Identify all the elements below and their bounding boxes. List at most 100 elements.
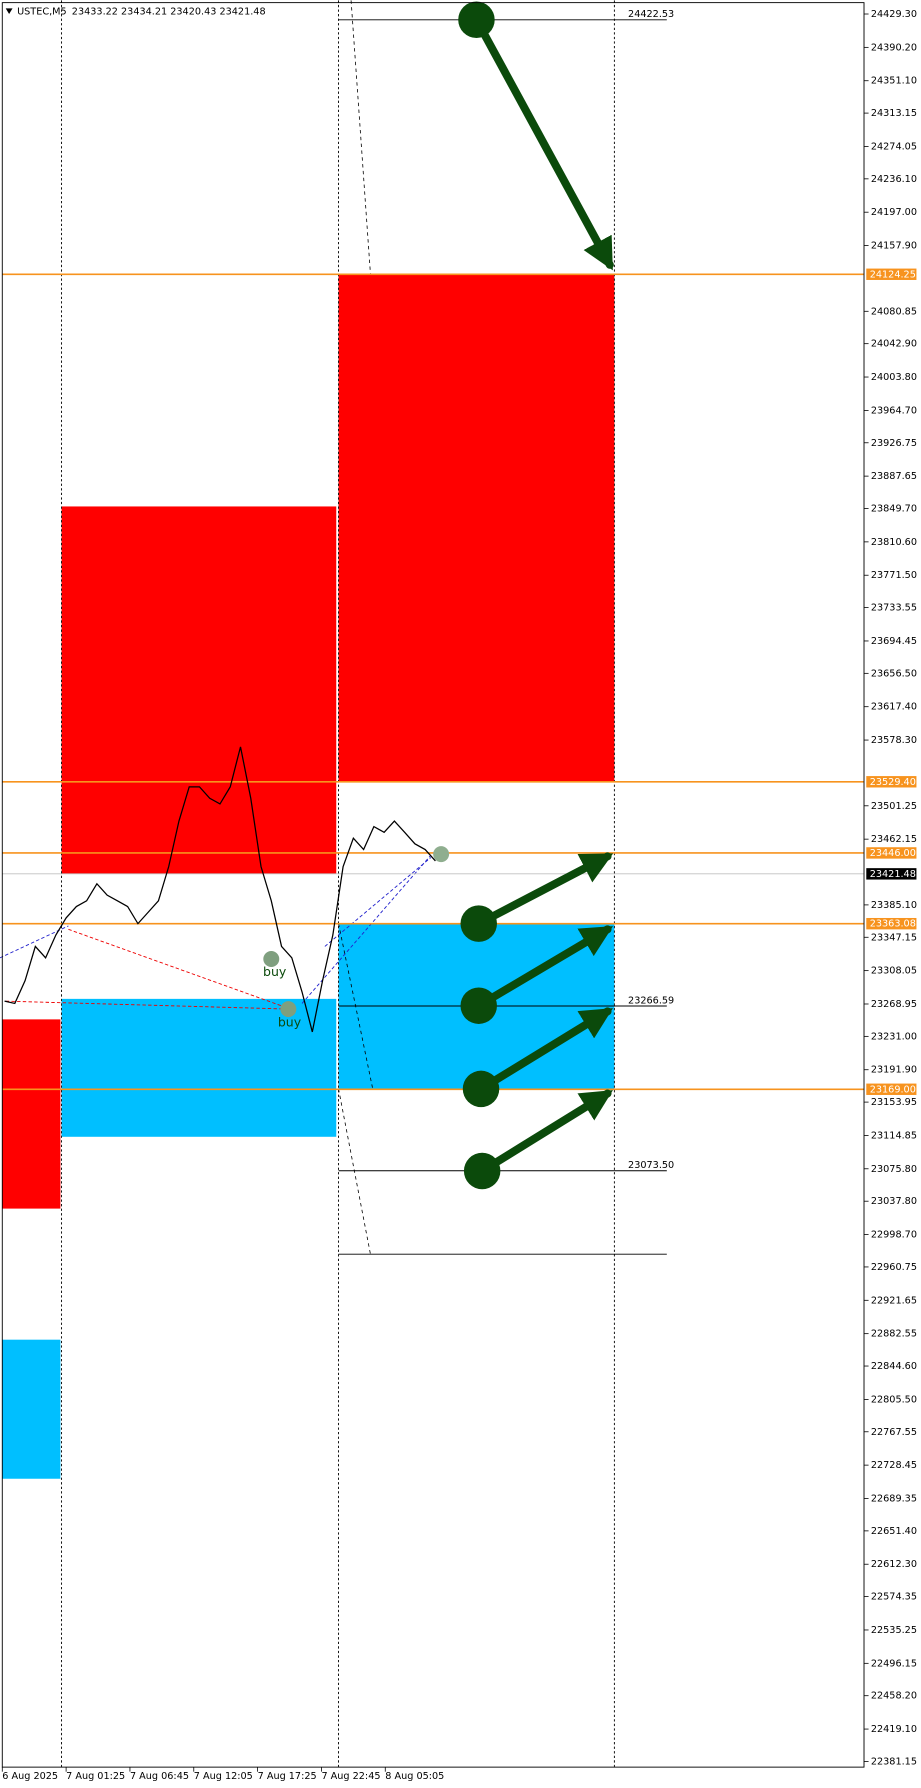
y-tick-label: 23694.45 <box>871 636 917 647</box>
arrow <box>478 1089 613 1175</box>
y-tick-label: 24274.05 <box>871 141 917 152</box>
price-label-bg <box>866 868 917 880</box>
arrow <box>472 15 614 271</box>
price-label-bg <box>866 917 917 930</box>
y-tick-label: 23771.50 <box>871 570 917 581</box>
x-tick-label: 7 Aug 12:05 <box>194 1771 253 1782</box>
arrow-origin <box>460 987 497 1024</box>
level-label: 23266.59 <box>628 995 674 1006</box>
y-tick-label: 22574.35 <box>871 1592 917 1603</box>
price-label: 24124.25 <box>870 269 916 280</box>
price-label: 23529.40 <box>870 777 916 788</box>
buy-label: buy <box>278 1014 302 1029</box>
y-tick-label: 22651.40 <box>871 1526 917 1537</box>
plot-frame <box>1 2 865 1768</box>
price-line <box>4 746 436 1033</box>
header-icon <box>5 8 13 15</box>
y-tick-label: 22921.65 <box>871 1295 917 1306</box>
x-tick-label: 7 Aug 17:25 <box>258 1771 317 1782</box>
y-tick-label: 23617.40 <box>871 702 917 713</box>
x-tick-label: 7 Aug 06:45 <box>130 1771 189 1782</box>
price-label: 23363.08 <box>870 919 916 930</box>
y-tick-label: 23926.75 <box>871 438 917 449</box>
y-tick-label: 22767.55 <box>871 1427 917 1438</box>
arrow-origin <box>463 1152 501 1190</box>
y-tick-label: 22496.15 <box>871 1658 917 1669</box>
y-tick-label: 24313.15 <box>871 108 917 119</box>
arrow <box>474 925 614 1010</box>
x-tick-label: 6 Aug 2025 <box>2 1771 58 1782</box>
supply-zone <box>338 273 615 783</box>
level-label: 23073.50 <box>628 1160 674 1171</box>
y-tick-label: 22844.60 <box>871 1361 917 1372</box>
trend-line <box>301 854 432 1004</box>
y-tick-label: 23849.70 <box>871 504 917 515</box>
y-tick-label: 23656.50 <box>871 668 917 679</box>
y-tick-label: 23114.85 <box>871 1130 917 1141</box>
y-tick-label: 23075.80 <box>871 1164 917 1175</box>
price-label-bg <box>866 268 917 280</box>
y-tick-label: 23810.60 <box>871 537 917 548</box>
symbol: USTEC,M5 <box>17 7 67 18</box>
price-label-bg <box>866 1083 917 1095</box>
y-tick-label: 23887.65 <box>871 471 917 482</box>
y-tick-label: 23308.05 <box>871 966 917 977</box>
y-tick-label: 23231.00 <box>871 1031 917 1042</box>
y-tick-label: 24390.20 <box>871 42 917 53</box>
y-tick-label: 23578.30 <box>871 735 917 746</box>
y-tick-label: 24157.90 <box>871 241 917 252</box>
signal-marker <box>433 846 450 863</box>
trend-line <box>324 857 432 947</box>
y-tick-label: 23347.15 <box>871 932 917 943</box>
arrow <box>477 1007 613 1093</box>
demand-zone <box>61 998 337 1137</box>
y-tick-label: 23153.95 <box>871 1097 917 1108</box>
price-label: 23421.48 <box>870 869 916 880</box>
buy-label: buy <box>263 964 287 979</box>
x-tick-label: 7 Aug 01:25 <box>66 1771 125 1782</box>
plot: 24429.30 24390.20 24351.10 24313.15 24274.05… <box>1 9 917 1782</box>
y-tick-label: 22998.70 <box>871 1230 917 1241</box>
y-tick-label: 23733.55 <box>871 603 917 614</box>
y-tick-label: 23964.70 <box>871 405 917 416</box>
price-label: 23169.00 <box>870 1084 916 1095</box>
level-label: 24422.53 <box>628 9 674 20</box>
y-tick-label: 24080.85 <box>871 306 917 317</box>
y-tick-label: 23501.25 <box>871 801 917 812</box>
y-tick-label: 22612.30 <box>871 1559 917 1570</box>
projection-line <box>338 1088 371 1255</box>
y-tick-label: 22419.10 <box>871 1724 917 1735</box>
arrow-origin <box>462 1070 500 1108</box>
buy-marker <box>280 1001 297 1018</box>
y-tick-label: 22689.35 <box>871 1493 917 1504</box>
y-tick-label: 22381.15 <box>871 1756 917 1767</box>
y-tick-label: 22458.20 <box>871 1691 917 1702</box>
price-label-bg <box>866 847 917 859</box>
arrow-origin <box>460 905 497 942</box>
arrow-origin <box>458 1 495 38</box>
trend-line <box>0 925 69 959</box>
y-tick-label: 24429.30 <box>871 9 917 20</box>
y-tick-label: 22882.55 <box>871 1329 917 1340</box>
y-tick-label: 22805.50 <box>871 1394 917 1405</box>
y-tick-label: 22535.25 <box>871 1625 917 1636</box>
y-tick-label: 23268.95 <box>871 999 917 1010</box>
y-tick-label: 24003.80 <box>871 372 917 383</box>
supply-zone <box>61 506 337 874</box>
y-tick-label: 23037.80 <box>871 1196 917 1207</box>
demand-zone <box>2 1339 61 1479</box>
y-tick-label: 23462.15 <box>871 834 917 845</box>
x-tick-label: 8 Aug 05:05 <box>385 1771 444 1782</box>
y-tick-label: 22960.75 <box>871 1262 917 1273</box>
y-tick-label: 22728.45 <box>871 1460 917 1471</box>
ohlc: 23433.22 23434.21 23420.43 23421.48 <box>72 7 266 18</box>
price-label-bg <box>866 776 917 788</box>
y-tick-label: 23385.10 <box>871 900 917 911</box>
trend-line <box>68 928 291 1010</box>
y-tick-label: 24351.10 <box>871 76 917 87</box>
y-tick-label: 23191.90 <box>871 1065 917 1076</box>
supply-zone <box>2 1019 61 1209</box>
